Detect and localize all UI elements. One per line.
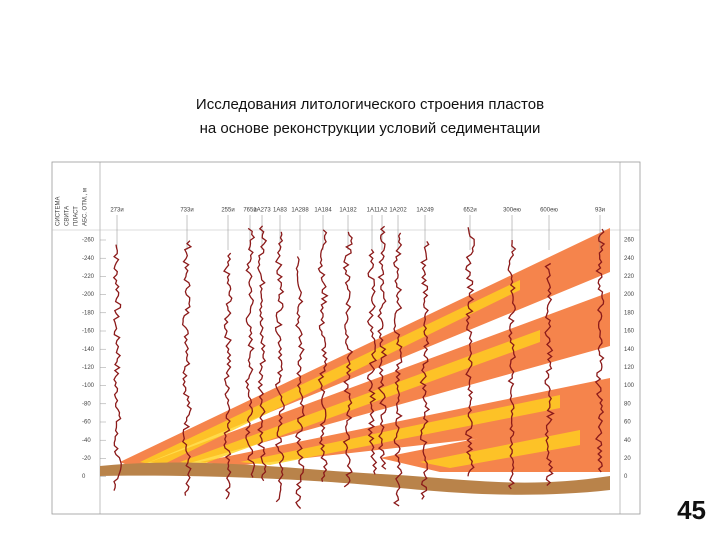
depth-label: -260 [82, 238, 95, 244]
depth-label: -80 [82, 401, 91, 407]
well-log [181, 240, 193, 496]
layer [380, 412, 610, 472]
depth-label: 120 [624, 365, 635, 371]
depth-label: 100 [624, 383, 635, 389]
sand [240, 395, 560, 465]
well-label: 1А2 [377, 208, 388, 214]
well-log [257, 225, 268, 482]
well-log [366, 249, 378, 475]
layer [200, 378, 610, 466]
depth-label: 240 [624, 256, 635, 262]
depth-label: 0 [82, 474, 86, 480]
depth-label: 40 [624, 438, 631, 444]
depth-label: -180 [82, 310, 95, 316]
page-number: 45 [677, 495, 706, 525]
title-line: Исследования литологического строения пл… [195, 96, 545, 113]
well-label: 255и [221, 208, 234, 214]
well-log [295, 256, 305, 509]
well-label: 1А202 [389, 208, 407, 214]
column-header: СВИТА [65, 206, 71, 226]
title-line: на основе реконструкции условий седимент… [199, 120, 541, 137]
depth-label: -140 [82, 347, 95, 353]
well-log [274, 231, 285, 503]
well-log [377, 225, 388, 470]
layer [150, 292, 610, 467]
sand [420, 430, 580, 468]
well-label: 300ею [503, 208, 521, 214]
depth-label: 140 [624, 347, 635, 353]
depth-label: -40 [82, 438, 91, 444]
well-label: 652и [463, 208, 476, 214]
layers [100, 228, 610, 495]
well-label: 1А273 [253, 208, 271, 214]
well-label: 273и [110, 208, 123, 214]
depth-label: -240 [82, 256, 95, 262]
depth-label: -120 [82, 365, 95, 371]
well-label: 1А184 [314, 208, 332, 214]
depth-label: 200 [624, 292, 635, 298]
well-log [112, 244, 122, 491]
column-header: ПЛАСТ [74, 206, 80, 226]
well-log [465, 227, 475, 477]
well-label: 93и [595, 208, 605, 214]
well-log [223, 252, 233, 500]
well-label: 1А83 [273, 208, 288, 214]
column-header: СИСТЕМА [56, 197, 62, 226]
layer [120, 228, 610, 468]
depth-label: 180 [624, 310, 635, 316]
depth-label: 160 [624, 329, 635, 335]
depth-label: 20 [624, 456, 631, 462]
well-log [244, 227, 256, 478]
well-log [393, 232, 403, 507]
well-log [507, 240, 517, 490]
column-header: АБС. ОТМ., м [83, 188, 89, 226]
depth-label: -160 [82, 329, 95, 335]
well-label: 600ею [540, 208, 558, 214]
depth-label: -220 [82, 274, 95, 280]
well-log [419, 241, 431, 500]
well-log [594, 228, 606, 473]
depth-label: 0 [624, 474, 628, 480]
well-label: 1А182 [339, 208, 357, 214]
well-log [544, 262, 555, 486]
depth-label: -20 [82, 456, 91, 462]
well-label: 1А1 [367, 208, 378, 214]
depth-label: -100 [82, 383, 95, 389]
well-label: 1А288 [291, 208, 309, 214]
depth-label: 60 [624, 420, 631, 426]
well-log [342, 231, 354, 488]
base-layer [100, 462, 610, 495]
sand [180, 330, 540, 465]
depth-label: -200 [82, 292, 95, 298]
depth-label: 220 [624, 274, 635, 280]
well-label: 733и [180, 208, 193, 214]
well-label: 765и [243, 208, 256, 214]
well-log [317, 229, 329, 482]
depth-label: 80 [624, 401, 631, 407]
depth-label: 260 [624, 238, 635, 244]
well-label: 1А249 [416, 208, 434, 214]
depth-label: -60 [82, 420, 91, 426]
